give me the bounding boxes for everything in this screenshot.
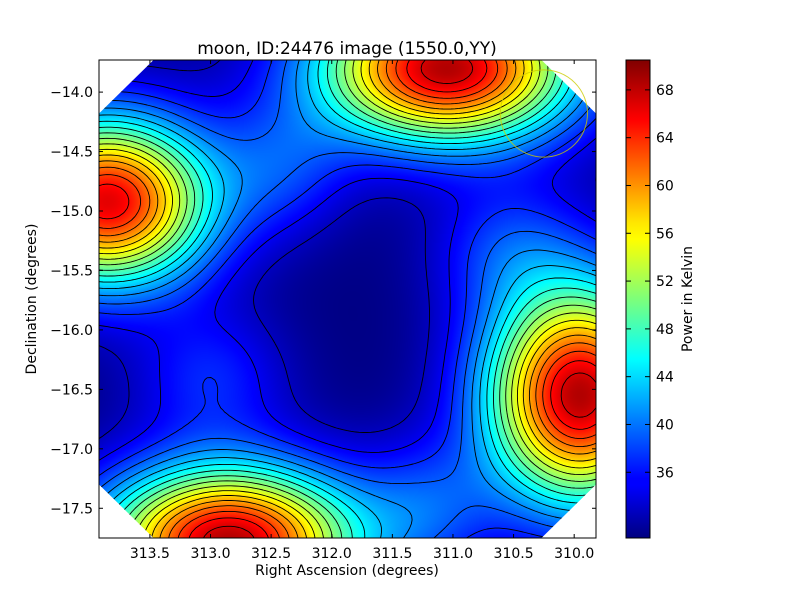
x-tick-label: 312.0 [312,546,352,562]
colorbar-tick-label: 44 [656,370,674,386]
plot-frame [98,59,597,539]
y-tick-label: −15.0 [50,204,93,220]
x-tick-label: 313.0 [190,546,230,562]
colorbar-tick-label: 68 [656,83,674,99]
contour-line [99,60,596,538]
contour-lines [99,60,596,538]
contour-line [99,60,596,538]
x-tick-label: 310.0 [554,546,594,562]
colorbar-label: Power in Kelvin [680,246,696,352]
y-tick-label: −14.0 [50,85,93,101]
x-tick-label: 312.5 [251,546,291,562]
marker-circle [499,69,589,158]
contour-line [99,60,596,538]
contour-line [99,60,596,538]
contour-line [99,60,596,538]
y-axis-label: Declination (degrees) [24,224,40,375]
x-tick-label: 311.0 [433,546,473,562]
colorbar-tick-label: 60 [656,179,674,195]
contour-line [99,60,596,538]
contour-line [99,60,596,538]
x-axis-label: Right Ascension (degrees) [255,563,439,579]
contour-line [99,60,596,538]
x-tick-label: 313.5 [130,546,170,562]
y-tick-label: −15.5 [50,264,93,280]
contour-line [99,60,596,538]
colorbar-tick-label: 36 [656,465,674,481]
contour-line [99,60,596,538]
y-tick-label: −16.5 [50,382,93,398]
y-tick-label: −16.0 [50,323,93,339]
x-axis: 313.5 313.0 312.5 312.0 311.5 311.0 310.5 310.0 [130,60,594,562]
y-tick-label: −17.0 [50,442,93,458]
colorbar-ticks: 36 40 44 48 52 56 60 64 68 [626,83,674,481]
contour-line [99,60,596,538]
colorbar: 36 40 44 48 52 56 60 64 68 Power in Kelvin [625,59,696,539]
contour-line [99,60,596,538]
y-tick-label: −17.5 [50,501,93,517]
x-tick-label: 310.5 [494,546,534,562]
colorbar-gradient [625,59,651,539]
colorbar-tick-label: 40 [656,418,674,434]
x-tick-label: 311.5 [372,546,412,562]
contour-line [99,60,596,538]
colorbar-tick-label: 64 [656,131,674,147]
chart-title: moon, ID:24476 image (1550.0,YY) [197,39,497,59]
y-tick-label: −14.5 [50,145,93,161]
contour-line [203,60,596,538]
y-axis: −14.0 −14.5 −15.0 −15.5 −16.0 −16.5 −17.0 −17.5 [50,85,596,517]
contour-line [99,60,596,538]
heatmap-plot-area [98,59,597,539]
colorbar-tick-label: 48 [656,322,674,338]
colorbar-tick-label: 56 [656,226,674,242]
contour-line [99,60,596,461]
colorbar-tick-label: 52 [656,274,674,290]
